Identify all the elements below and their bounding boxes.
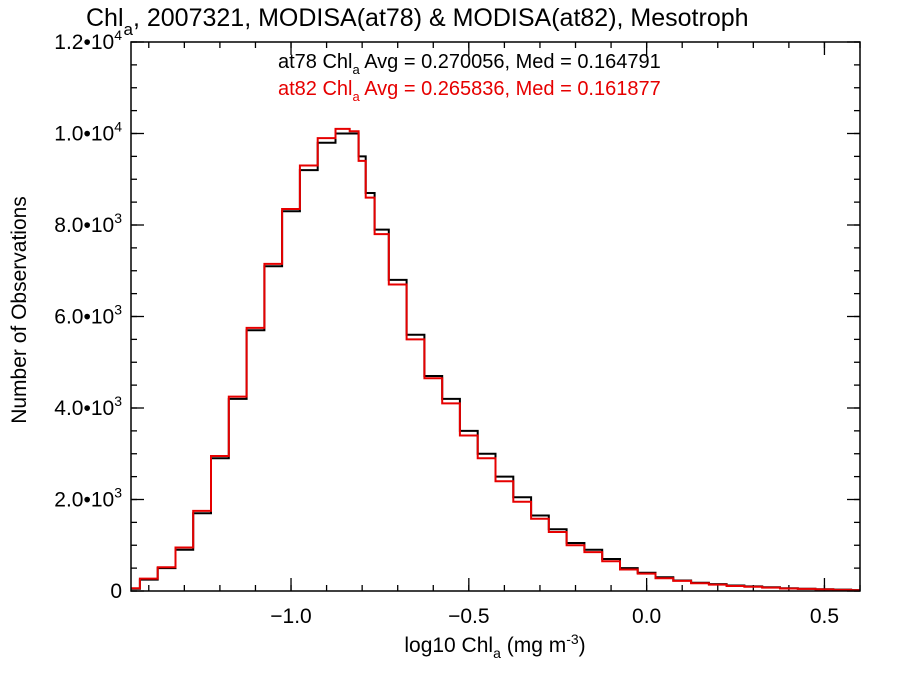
y-tick-mantissa: 2.0•10 [54,489,114,512]
x-tick-label: 0.5 [810,605,839,628]
x-tick-label: 0.0 [632,605,661,628]
annotation-at82-text: at82 Chl [278,78,353,100]
y-tick-mantissa: 4.0•10 [54,397,114,420]
y-tick-mantissa: 0 [110,580,122,603]
annotation-at78-subscript: a [353,62,361,77]
y-tick-mantissa: 8.0•10 [54,214,114,237]
x-tick-label: −1.0 [270,605,311,628]
x-axis-label-subscript: a [493,645,501,661]
y-tick-label: 1.0•104 [54,119,122,146]
x-axis-label: log10 Chla (mg m-3) [404,631,585,661]
annotation-at82-values: Avg = 0.265836, Med = 0.161877 [360,78,661,100]
x-axis-label-text: log10 Chl [404,634,493,657]
annotation-at78-values: Avg = 0.270056, Med = 0.164791 [360,51,661,73]
chart-title: Chla, 2007321, MODISA(at78) & MODISA(at8… [86,4,749,39]
y-tick-label: 4.0•103 [54,393,122,420]
x-tick-label: −0.5 [448,605,489,628]
series-group [131,127,860,592]
annotation-at78-text: at78 Chl [278,51,353,73]
annotation-at78: at78 Chla Avg = 0.270056, Med = 0.164791 [278,51,661,77]
series-line-at78 [131,132,860,592]
title-text: Chl [86,4,124,32]
y-tick-label: 2.0•103 [54,485,122,512]
y-tick-label: 1.2•104 [54,27,122,54]
y-tick-exponent: 3 [114,210,122,226]
title-text-rest: , 2007321, MODISA(at78) & MODISA(at82), … [133,4,749,32]
y-tick-label: 6.0•103 [54,302,122,329]
x-axis-label-superscript: -3 [566,631,579,647]
title-subscript: a [124,20,134,39]
x-axis-label-close: ) [579,634,586,657]
y-tick-exponent: 4 [114,119,122,135]
annotation-at82: at82 Chla Avg = 0.265836, Med = 0.161877 [278,78,661,104]
series-line-at82 [131,127,860,592]
y-axis-label: Number of Observations [8,196,31,424]
y-tick-exponent: 3 [114,485,122,501]
plot-frame [130,41,861,592]
y-tick-mantissa: 1.0•10 [54,123,114,146]
y-tick-mantissa: 1.2•10 [54,31,114,54]
y-tick-label: 8.0•103 [54,210,122,237]
x-axis-label-unit: (mg m [501,634,566,657]
annotation-at82-subscript: a [353,89,361,104]
y-tick-exponent: 4 [114,27,122,43]
y-tick-label: 0 [110,580,122,603]
y-tick-exponent: 3 [114,393,122,409]
y-tick-exponent: 3 [114,302,122,318]
y-tick-mantissa: 6.0•10 [54,306,114,329]
axis-ticks: −1.0 −0.5 0.0 0.502.0•1034.0•1036.0•1038.0•… [54,27,861,628]
